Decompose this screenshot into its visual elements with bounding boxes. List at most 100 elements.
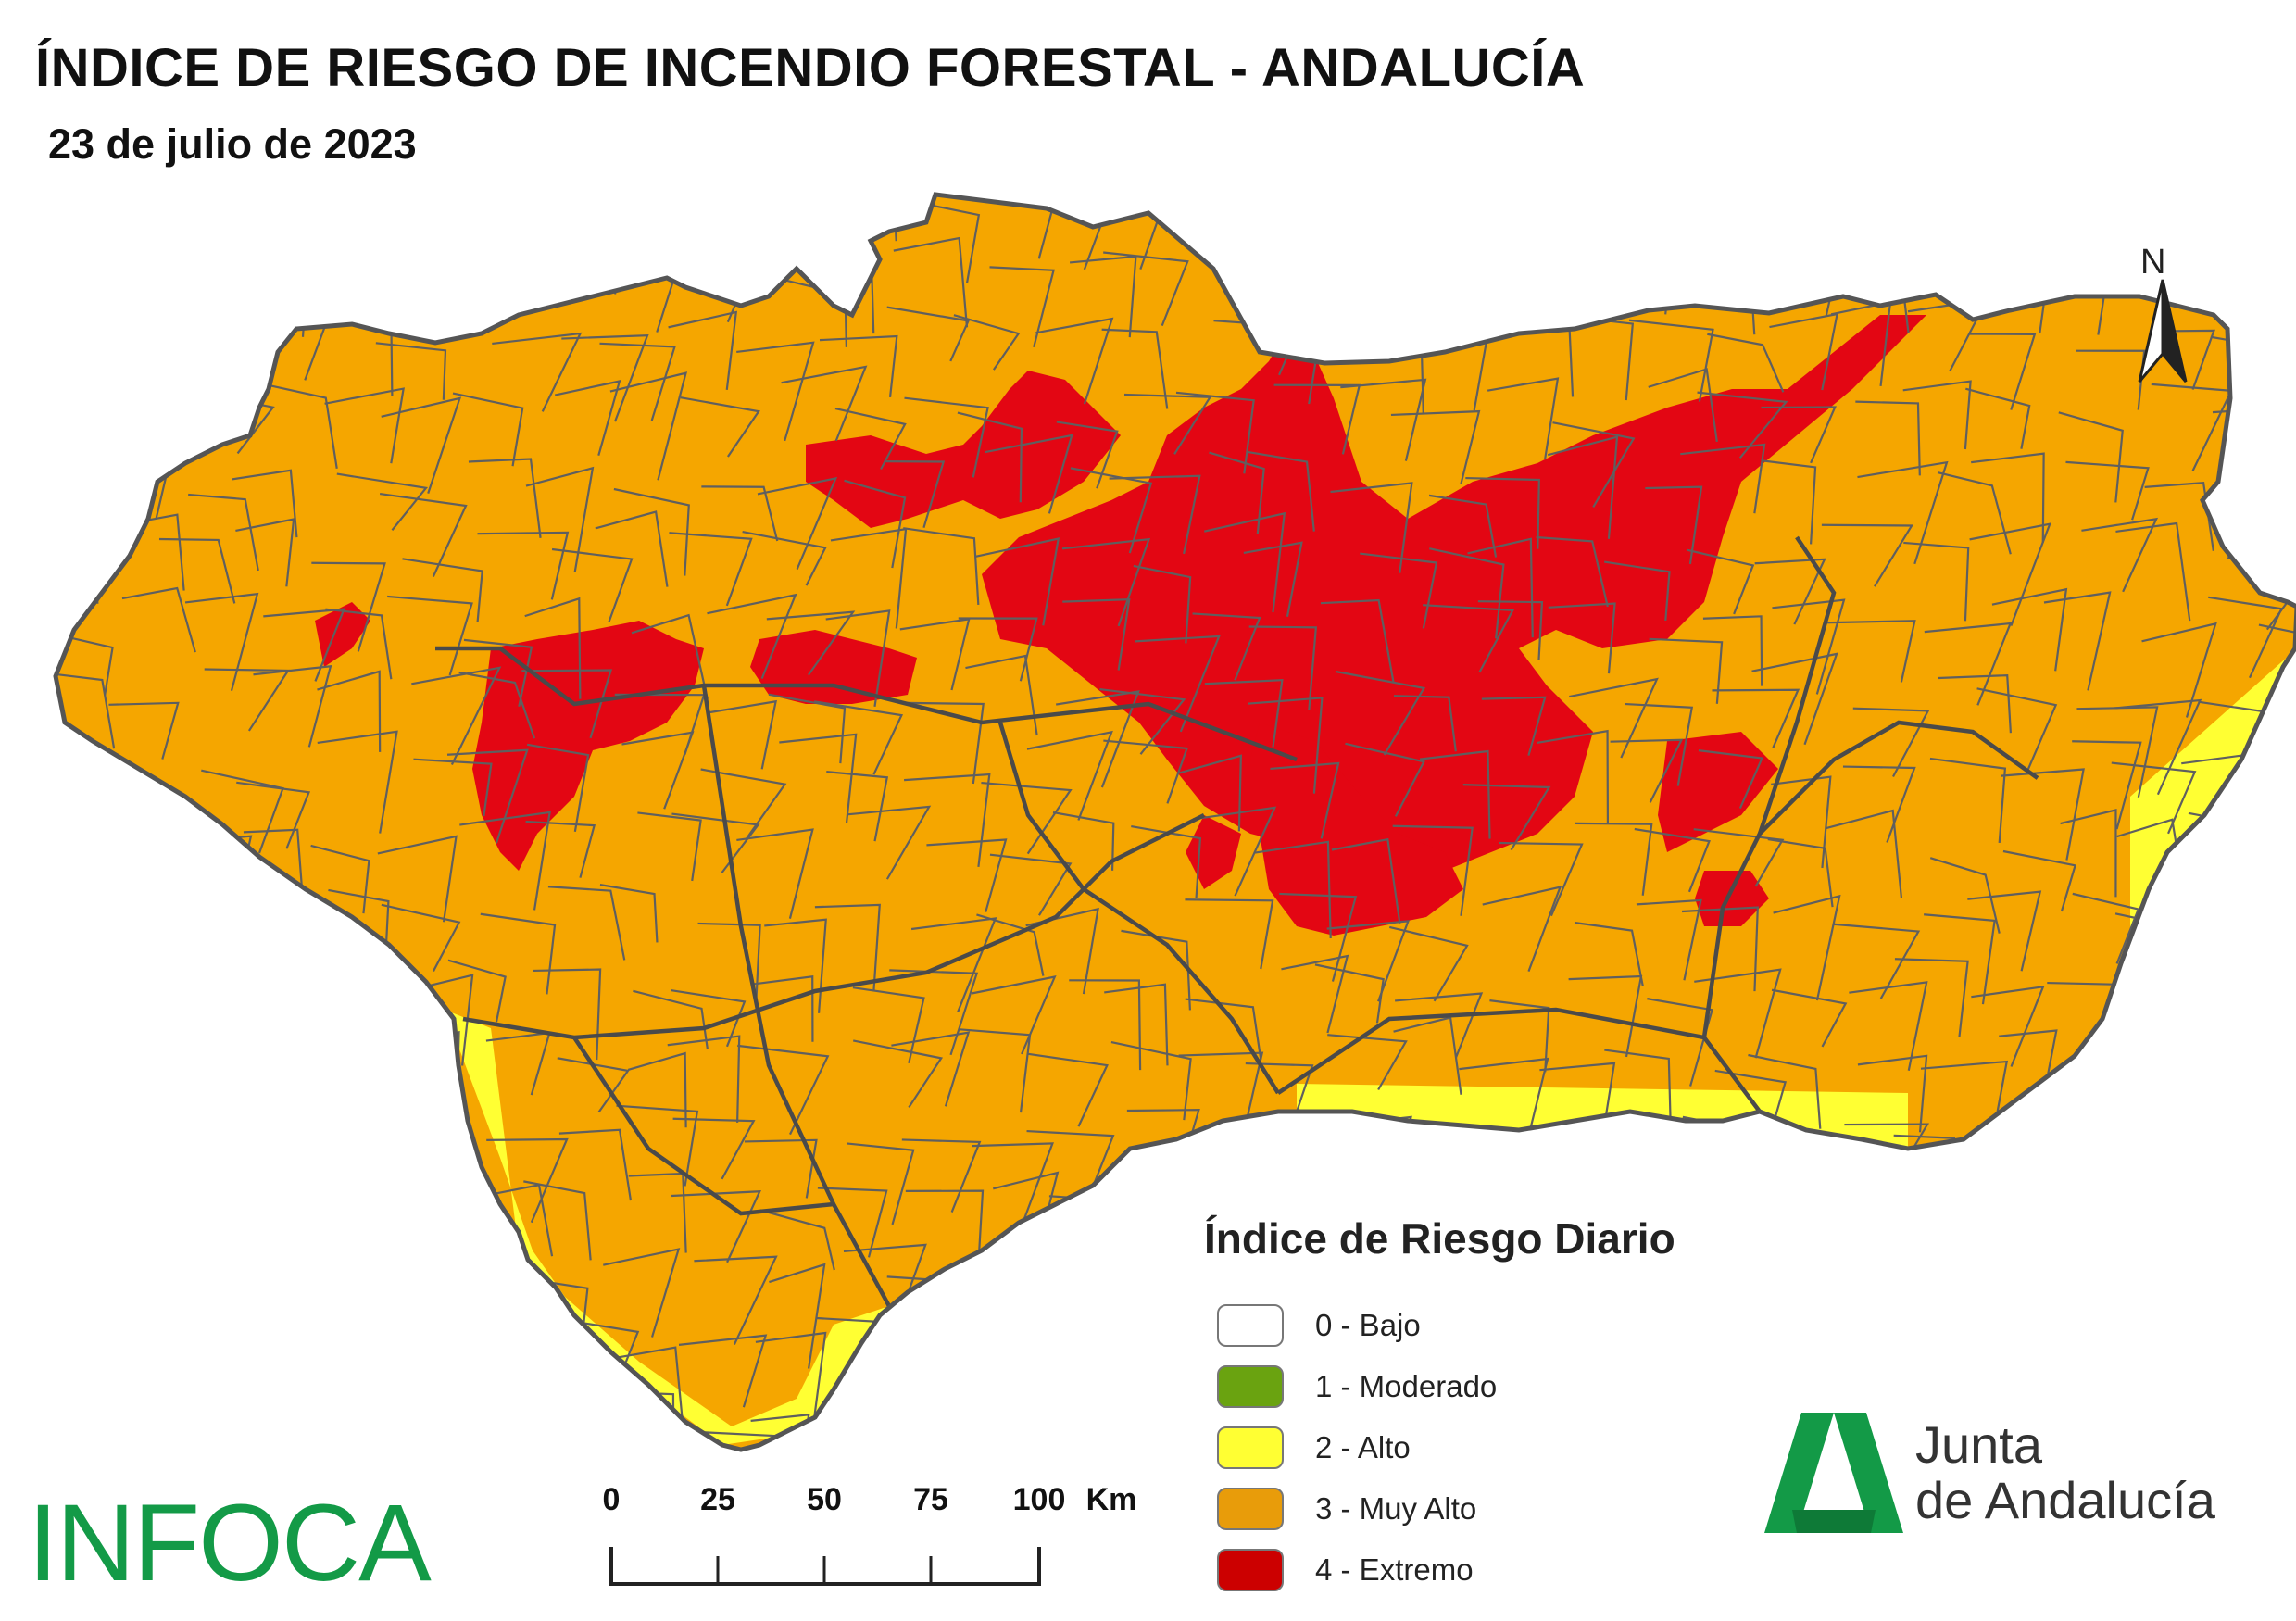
municipal-border bbox=[1389, 925, 1469, 1002]
municipal-border bbox=[184, 592, 259, 692]
municipal-border bbox=[678, 1334, 768, 1408]
municipal-border bbox=[1109, 474, 1201, 555]
municipal-border bbox=[2060, 809, 2117, 898]
municipal-border bbox=[891, 1031, 971, 1107]
municipal-border bbox=[1675, 195, 1748, 286]
municipal-border bbox=[2188, 811, 2274, 900]
municipal-border bbox=[707, 593, 797, 680]
legend-swatch bbox=[1217, 1549, 1284, 1591]
municipal-border bbox=[766, 610, 856, 676]
municipal-border bbox=[620, 195, 704, 244]
municipal-border bbox=[1924, 913, 1996, 1005]
municipal-border bbox=[595, 510, 669, 587]
municipal-border bbox=[1204, 679, 1284, 748]
municipal-border bbox=[2072, 892, 2140, 964]
municipal-border bbox=[1972, 1200, 2060, 1283]
municipal-border bbox=[2141, 622, 2217, 718]
municipal-border bbox=[1192, 612, 1261, 681]
province-border bbox=[435, 646, 1298, 762]
municipal-border bbox=[2283, 1351, 2296, 1440]
municipal-border bbox=[1123, 393, 1212, 455]
municipal-border bbox=[926, 838, 1008, 912]
municipal-border bbox=[1603, 560, 1671, 622]
municipal-border bbox=[2269, 335, 2296, 418]
municipal-border bbox=[2113, 1256, 2170, 1356]
municipal-border bbox=[323, 1111, 408, 1197]
municipal-border bbox=[1465, 476, 1540, 549]
municipal-border bbox=[1390, 409, 1481, 485]
municipal-border bbox=[813, 700, 904, 775]
municipal-border bbox=[1842, 765, 1916, 843]
municipal-border bbox=[1179, 754, 1242, 832]
municipal-border bbox=[2261, 887, 2296, 969]
municipal-border bbox=[2262, 1209, 2296, 1275]
junta-andalucia-logo-icon bbox=[1764, 1413, 1903, 1533]
municipal-border bbox=[256, 195, 332, 275]
municipal-border bbox=[104, 888, 180, 963]
municipal-border bbox=[1976, 687, 2058, 772]
municipal-border bbox=[853, 1039, 944, 1109]
municipal-border bbox=[2081, 517, 2159, 593]
municipal-border bbox=[400, 1387, 473, 1450]
municipal-border bbox=[2287, 968, 2296, 1056]
municipal-border bbox=[1203, 511, 1286, 613]
municipal-border bbox=[1062, 597, 1131, 671]
municipal-border bbox=[1539, 1062, 1616, 1137]
municipal-border bbox=[243, 828, 305, 904]
municipal-border bbox=[1070, 467, 1153, 554]
municipal-border bbox=[1648, 368, 1718, 443]
municipal-border bbox=[1392, 824, 1474, 916]
municipal-border bbox=[960, 1269, 1048, 1338]
municipal-border bbox=[1825, 620, 1916, 683]
municipal-border bbox=[1989, 1132, 2044, 1227]
municipal-border bbox=[1103, 251, 1189, 327]
junta-line1: Junta bbox=[1915, 1415, 2042, 1474]
municipal-border bbox=[1336, 671, 1426, 756]
municipal-border bbox=[616, 1104, 699, 1187]
municipal-border bbox=[1459, 1057, 1549, 1145]
municipal-border bbox=[58, 634, 114, 696]
municipal-border bbox=[1355, 239, 1420, 318]
scale-unit-label: Km bbox=[1085, 1482, 1137, 1517]
municipal-border bbox=[764, 918, 827, 1013]
municipal-border bbox=[1541, 195, 1627, 231]
province-border bbox=[701, 685, 891, 1308]
municipal-border bbox=[957, 411, 1023, 503]
municipal-border bbox=[468, 458, 542, 538]
municipal-border bbox=[1348, 1115, 1412, 1212]
municipal-border bbox=[446, 748, 529, 844]
municipal-border bbox=[1056, 421, 1119, 489]
municipal-border bbox=[327, 1266, 393, 1337]
municipal-border bbox=[2072, 740, 2142, 830]
municipal-border bbox=[904, 396, 989, 478]
municipal-border bbox=[1537, 729, 1610, 823]
municipal-border bbox=[1536, 535, 1609, 608]
municipal-border bbox=[1254, 840, 1332, 939]
municipal-border bbox=[462, 234, 521, 310]
municipal-border bbox=[235, 518, 295, 587]
municipal-border bbox=[56, 672, 116, 749]
municipal-border bbox=[1135, 635, 1221, 733]
municipal-border bbox=[669, 532, 753, 607]
municipal-border bbox=[1849, 981, 1928, 1071]
municipal-border bbox=[56, 834, 115, 890]
municipal-border bbox=[411, 666, 502, 765]
municipal-border bbox=[1428, 494, 1498, 558]
municipal-border bbox=[1099, 688, 1186, 755]
municipal-border bbox=[525, 820, 596, 878]
municipal-border bbox=[561, 333, 649, 422]
municipal-border bbox=[449, 1401, 538, 1450]
municipal-border bbox=[486, 1137, 569, 1224]
municipal-border bbox=[701, 485, 779, 542]
municipal-border bbox=[249, 1103, 329, 1176]
risk-alto-area bbox=[445, 1010, 889, 1445]
municipal-border bbox=[1243, 541, 1303, 617]
municipal-border bbox=[406, 195, 468, 238]
municipal-border bbox=[2002, 849, 2076, 912]
municipal-border bbox=[405, 1274, 479, 1360]
municipal-border bbox=[1276, 276, 1349, 335]
municipal-border bbox=[1481, 696, 1547, 756]
municipal-border bbox=[398, 1030, 460, 1132]
municipal-border bbox=[1247, 450, 1315, 532]
municipal-border bbox=[1821, 523, 1914, 587]
